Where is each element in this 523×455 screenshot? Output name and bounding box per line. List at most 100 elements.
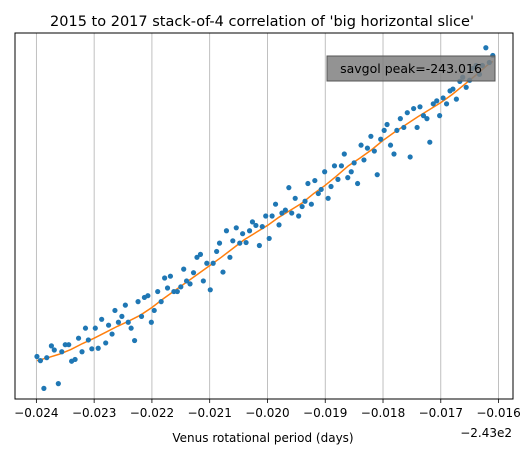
- scatter-point: [364, 145, 371, 151]
- scatter-point: [315, 190, 321, 197]
- scatter-point: [341, 151, 347, 157]
- scatter-point: [351, 160, 357, 166]
- scatter-point: [135, 299, 141, 305]
- scatter-point: [151, 307, 157, 314]
- scatter-point: [266, 235, 272, 242]
- x-tick-label: −0.017: [419, 406, 463, 420]
- scatter-point: [214, 248, 220, 255]
- fit-line-layer: [36, 60, 494, 362]
- scatter-point: [407, 154, 413, 160]
- scatter-point: [305, 180, 311, 187]
- scatter-point: [411, 105, 417, 112]
- scatter-point: [197, 251, 204, 257]
- scatter-point: [178, 284, 184, 290]
- scatter-point: [420, 113, 427, 119]
- scatter-point: [384, 121, 390, 128]
- scatter-point: [387, 142, 394, 148]
- scatter-point: [414, 124, 420, 131]
- scatter-point: [434, 98, 440, 104]
- scatter-point: [230, 238, 236, 244]
- x-tick-label: −0.016: [476, 406, 520, 420]
- scatter-point: [207, 287, 213, 293]
- scatter-point: [128, 325, 134, 331]
- scatter-point: [401, 124, 407, 131]
- scatter-point: [164, 285, 171, 291]
- scatter-point: [249, 219, 256, 225]
- scatter-point: [44, 355, 50, 361]
- scatter-point: [299, 203, 305, 210]
- scatter-point: [174, 288, 180, 295]
- scatter-point: [79, 349, 85, 355]
- scatter-point: [427, 139, 433, 145]
- scatter-point: [430, 101, 436, 107]
- scatter-point: [286, 185, 292, 191]
- scatter-point: [103, 340, 109, 346]
- scatter-point: [223, 228, 230, 234]
- savgol-fit-line: [36, 60, 494, 362]
- scatter-point: [296, 213, 302, 219]
- scatter-points-layer: [34, 45, 496, 391]
- scatter-point: [437, 113, 443, 119]
- scatter-point: [37, 358, 44, 364]
- scatter-point: [237, 240, 243, 246]
- scatter-point: [131, 337, 138, 344]
- scatter-point: [318, 186, 324, 193]
- scatter-point: [276, 222, 282, 228]
- scatter-point: [328, 183, 334, 190]
- scatter-point: [331, 163, 338, 169]
- scatter-point: [272, 201, 279, 207]
- scatter-point: [345, 175, 351, 181]
- scatter-point: [138, 313, 145, 319]
- scatter-point: [417, 104, 423, 110]
- scatter-point: [246, 228, 253, 234]
- scatter-point: [95, 345, 101, 351]
- scatter-point: [72, 356, 78, 363]
- scatter-point: [194, 254, 200, 260]
- scatter-point: [453, 96, 459, 102]
- scatter-point: [325, 195, 331, 201]
- x-tick-label: −0.020: [245, 406, 289, 420]
- scatter-point: [48, 343, 55, 349]
- scatter-point: [66, 342, 72, 348]
- scatter-point: [348, 169, 354, 175]
- x-tick-label: −0.021: [187, 406, 231, 420]
- scatter-point: [105, 322, 112, 328]
- scatter-point: [122, 302, 128, 308]
- scatter-point: [374, 172, 380, 178]
- x-tick-label: −0.019: [303, 406, 347, 420]
- scatter-point: [99, 316, 105, 322]
- scatter-point: [371, 148, 377, 154]
- scatter-point: [125, 319, 131, 325]
- x-tick-label: −0.022: [130, 406, 174, 420]
- scatter-point: [75, 335, 82, 341]
- scatter-point: [220, 269, 226, 275]
- x-axis-label: Venus rotational period (days): [172, 431, 353, 445]
- scatter-point: [200, 278, 206, 284]
- annotation-background: [326, 55, 496, 82]
- scatter-point: [391, 151, 397, 157]
- scatter-point: [59, 349, 65, 355]
- scatter-point: [358, 142, 364, 148]
- scatter-point: [243, 239, 249, 246]
- chart-title: 2015 to 2017 stack-of-4 correlation of '…: [50, 14, 474, 30]
- annotation-box: savgol peak=-243.016: [326, 55, 496, 82]
- scatter-point: [404, 110, 410, 116]
- scatter-point: [155, 288, 161, 295]
- scatter-point: [240, 231, 246, 237]
- scatter-point: [82, 325, 89, 331]
- scatter-point: [378, 136, 384, 142]
- scatter-point: [85, 337, 91, 343]
- scatter-point: [34, 353, 40, 360]
- scatter-point: [424, 116, 430, 122]
- scatter-point: [167, 273, 174, 279]
- scatter-point: [292, 195, 298, 201]
- scatter-point: [216, 240, 223, 246]
- scatter-point: [204, 260, 210, 266]
- scatter-point: [233, 225, 239, 231]
- plot-frame: [14, 32, 514, 400]
- scatter-point: [187, 281, 193, 287]
- scatter-point: [338, 163, 345, 169]
- scatter-point: [443, 101, 450, 107]
- scatter-point: [256, 242, 262, 249]
